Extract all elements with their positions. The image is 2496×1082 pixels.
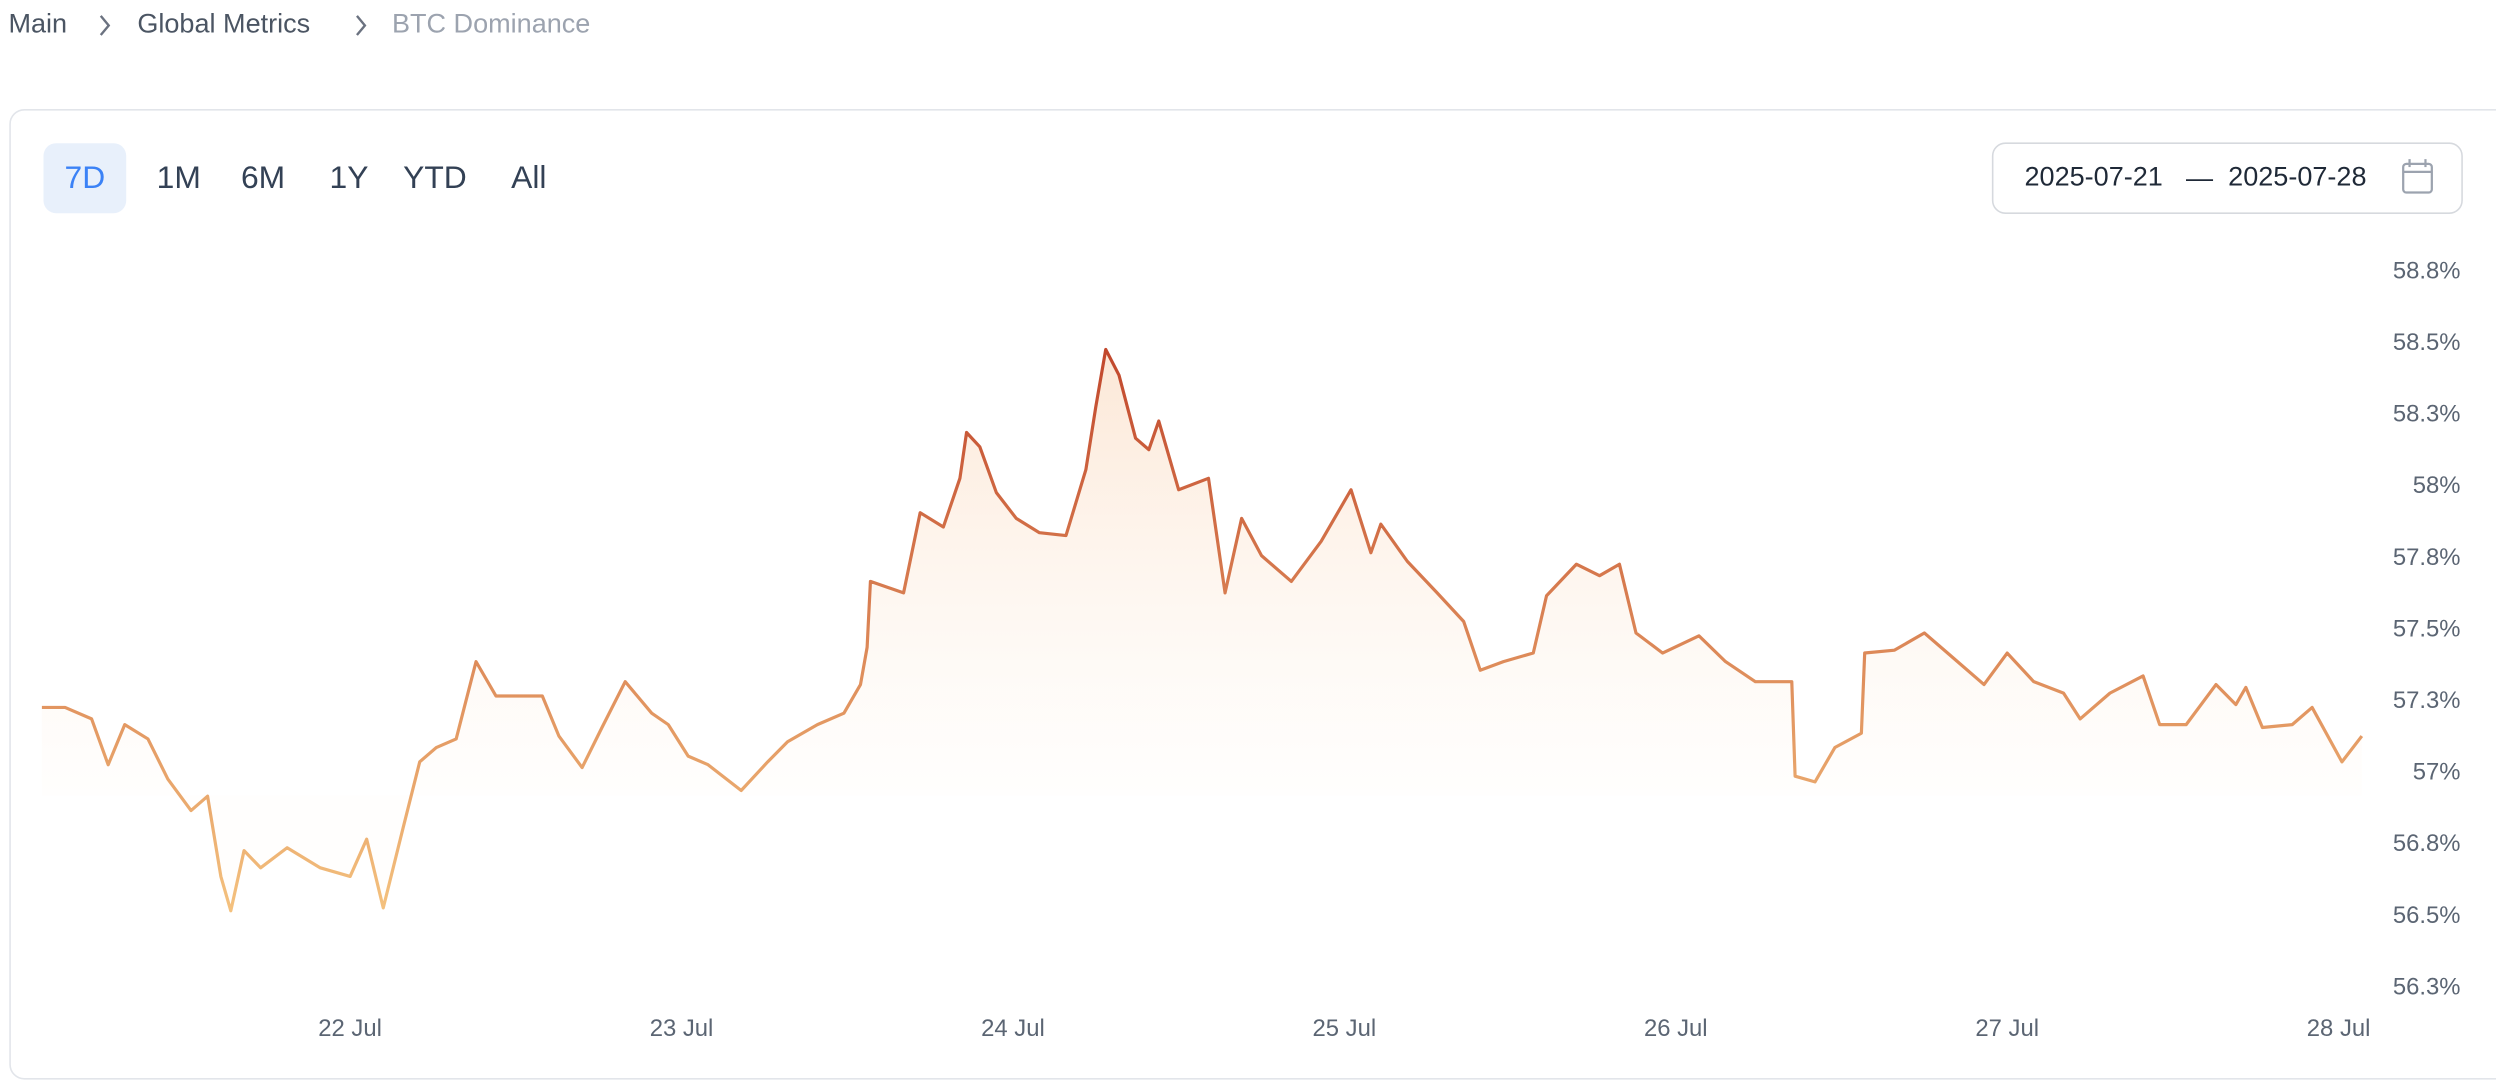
x-tick-label: 23 Jul bbox=[650, 1015, 714, 1042]
breadcrumb-link[interactable]: Main bbox=[8, 9, 67, 39]
y-tick-label: 57.3% bbox=[2393, 687, 2461, 714]
range-button[interactable]: 7D bbox=[65, 159, 106, 195]
chevron bbox=[356, 15, 367, 36]
breadcrumb-current: BTC Dominance bbox=[392, 9, 590, 39]
area-fill bbox=[41, 349, 2362, 911]
x-tick-label: 24 Jul bbox=[981, 1015, 1045, 1042]
range-button[interactable]: 1M bbox=[157, 159, 201, 195]
y-tick-label: 56.5% bbox=[2393, 902, 2461, 929]
range-active-bg bbox=[43, 143, 127, 214]
y-tick-label: 57.8% bbox=[2393, 544, 2461, 571]
date-picker[interactable] bbox=[1991, 142, 2463, 215]
plot: 58.8% 58.5% 58.3% 58% 57.8% 57.5% 57.3% 57% 56.8… bbox=[41, 257, 2461, 1042]
range-button[interactable]: 6M bbox=[241, 159, 285, 195]
range-button[interactable]: 1Y bbox=[330, 159, 369, 195]
x-tick-label: 25 Jul bbox=[1313, 1015, 1377, 1042]
y-tick-label: 56.8% bbox=[2393, 830, 2461, 857]
y-tick-label: 58% bbox=[2413, 472, 2461, 499]
y-tick-label: 58.8% bbox=[2393, 257, 2461, 284]
date-start: 2025-07-21 bbox=[2024, 161, 2162, 191]
range-button[interactable]: YTD bbox=[403, 159, 467, 195]
y-tick-label: 56.3% bbox=[2393, 973, 2461, 1000]
line bbox=[41, 347, 2364, 913]
x-tick-label: 27 Jul bbox=[1975, 1015, 2039, 1042]
date-separator: — bbox=[2186, 163, 2214, 193]
y-tick-label: 58.5% bbox=[2393, 329, 2461, 356]
calendar-icon[interactable] bbox=[2402, 159, 2433, 194]
x-tick-label: 28 Jul bbox=[2307, 1015, 2371, 1042]
x-tick-label: 22 Jul bbox=[318, 1015, 382, 1042]
range-button[interactable]: All bbox=[511, 159, 546, 195]
date-end: 2025-07-28 bbox=[2228, 161, 2366, 191]
y-tick-label: 57% bbox=[2413, 759, 2461, 786]
y-tick-label: 57.5% bbox=[2393, 615, 2461, 642]
breadcrumb-link[interactable]: Global Metrics bbox=[137, 9, 310, 39]
x-tick-label: 26 Jul bbox=[1644, 1015, 1708, 1042]
y-tick-label: 58.3% bbox=[2393, 401, 2461, 428]
chevron bbox=[99, 15, 111, 36]
range-selector: 7D 1M 6M 1Y YTD All bbox=[43, 143, 546, 214]
